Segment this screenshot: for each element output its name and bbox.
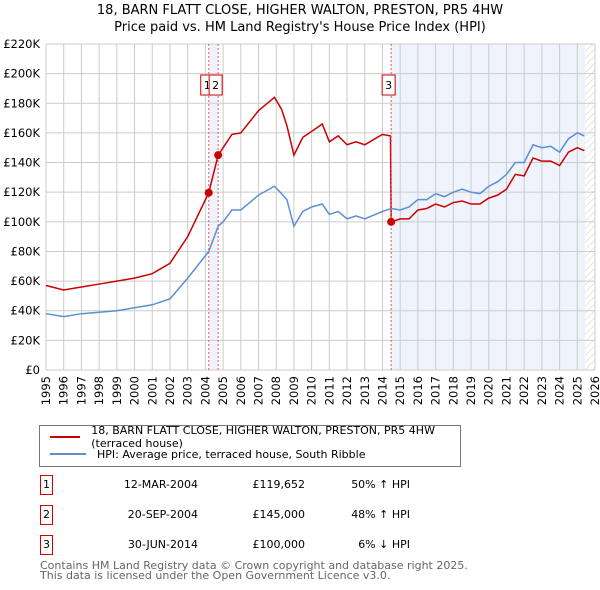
sale-number: 1 (40, 475, 53, 495)
legend-swatch-hpi (50, 453, 86, 455)
x-tick-label: 2006 (234, 376, 248, 405)
x-tick-label: 2008 (269, 376, 283, 405)
x-tick-label: 2015 (393, 376, 407, 405)
x-tick-label: 2012 (340, 376, 354, 405)
sale-price: £119,652 (252, 478, 306, 491)
sale-label: 2 (212, 79, 219, 92)
footer-line-1: Contains HM Land Registry data © Crown c… (40, 559, 468, 572)
sale-label-box (381, 74, 396, 96)
chart-title: 18, BARN FLATT CLOSE, HIGHER WALTON, PRE… (96, 3, 504, 18)
x-tick-label: 2010 (305, 376, 319, 405)
y-tick-label: £180K (3, 96, 40, 110)
sale-date: 20-SEP-2004 (127, 508, 198, 521)
sale-hpi-diff: 48% ↑ HPI (351, 508, 410, 521)
sale-price: £100,000 (252, 538, 306, 551)
sale-number: 2 (40, 505, 53, 525)
x-tick-label: 2017 (429, 376, 443, 405)
sale-label-box (208, 74, 223, 96)
footer-line-2: This data is licensed under the Open Gov… (40, 569, 391, 582)
x-tick-label: 2013 (358, 376, 372, 405)
x-tick-label: 2023 (535, 376, 549, 405)
sale-number: 3 (40, 535, 53, 555)
x-tick-label: 2011 (322, 376, 336, 405)
y-tick-label: £20K (11, 333, 41, 347)
shade-after-sale-3 (391, 44, 586, 370)
hpi-line (45, 132, 585, 318)
legend-label-hpi: HPI: Average price, terraced house, Sout… (97, 447, 366, 461)
sale-date: 12-MAR-2004 (123, 478, 198, 491)
sale-point (387, 217, 396, 226)
x-tick-label: 1999 (110, 376, 124, 405)
x-tick-label: 2022 (517, 376, 531, 405)
property-price-line (45, 96, 585, 291)
y-tick-label: £200K (3, 67, 40, 81)
sale-price: £145,000 (252, 508, 306, 521)
sale-point (204, 188, 213, 197)
sale-label: 3 (385, 79, 392, 92)
x-tick-label: 2021 (499, 376, 513, 405)
sale-label: 1 (204, 79, 211, 92)
x-tick-label: 2004 (198, 376, 212, 405)
legend: 18, BARN FLATT CLOSE, HIGHER WALTON, PRE… (39, 424, 461, 467)
x-tick-label: 2024 (553, 376, 567, 405)
y-tick-label: £60K (11, 274, 41, 288)
sale-hpi-diff: 6% ↓ HPI (358, 538, 410, 551)
x-tick-label: 2003 (181, 376, 195, 405)
x-tick-label: 2009 (287, 376, 301, 405)
y-tick-label: £0 (25, 363, 40, 377)
sale-point (214, 151, 223, 160)
y-tick-label: £100K (3, 215, 40, 229)
x-tick-label: 2001 (145, 376, 159, 405)
x-tick-label: 2000 (128, 376, 142, 405)
price-chart: £0 £20K £40K £60K £80K £100K £120K £140K £160K £1… (3, 37, 600, 405)
y-tick-label: £120K (3, 185, 40, 199)
sale-hpi-diff: 50% ↑ HPI (351, 478, 410, 491)
x-tick-label: 1995 (39, 376, 53, 405)
x-tick-label: 2014 (375, 376, 389, 405)
legend-label-property: 18, BARN FLATT CLOSE, HIGHER WALTON, PRE… (91, 424, 435, 450)
y-tick-label: £160K (3, 126, 40, 140)
y-tick-label: £140K (3, 156, 40, 170)
shade-sale-1-2 (208, 44, 219, 370)
chart-subtitle: Price paid vs. HM Land Registry's House … (114, 20, 486, 35)
x-tick-label: 2005 (216, 376, 230, 405)
x-tick-label: 1996 (57, 376, 71, 405)
x-tick-label: 2025 (570, 376, 584, 405)
x-tick-label: 2002 (163, 376, 177, 405)
x-tick-label: 2007 (252, 376, 266, 405)
x-tick-label: 1998 (92, 376, 106, 405)
y-tick-label: £40K (11, 304, 41, 318)
x-tick-label: 2016 (411, 376, 425, 405)
x-tick-label: 2026 (588, 376, 600, 405)
legend-swatch-property (50, 436, 81, 438)
y-tick-label: £80K (11, 244, 41, 258)
x-tick-label: 1997 (74, 376, 88, 405)
x-tick-label: 2018 (446, 376, 460, 405)
sale-date: 30-JUN-2014 (127, 538, 198, 551)
forecast-hatch (585, 44, 595, 370)
x-tick-label: 2020 (482, 376, 496, 405)
x-tick-label: 2019 (464, 376, 478, 405)
y-tick-label: £220K (3, 37, 40, 51)
